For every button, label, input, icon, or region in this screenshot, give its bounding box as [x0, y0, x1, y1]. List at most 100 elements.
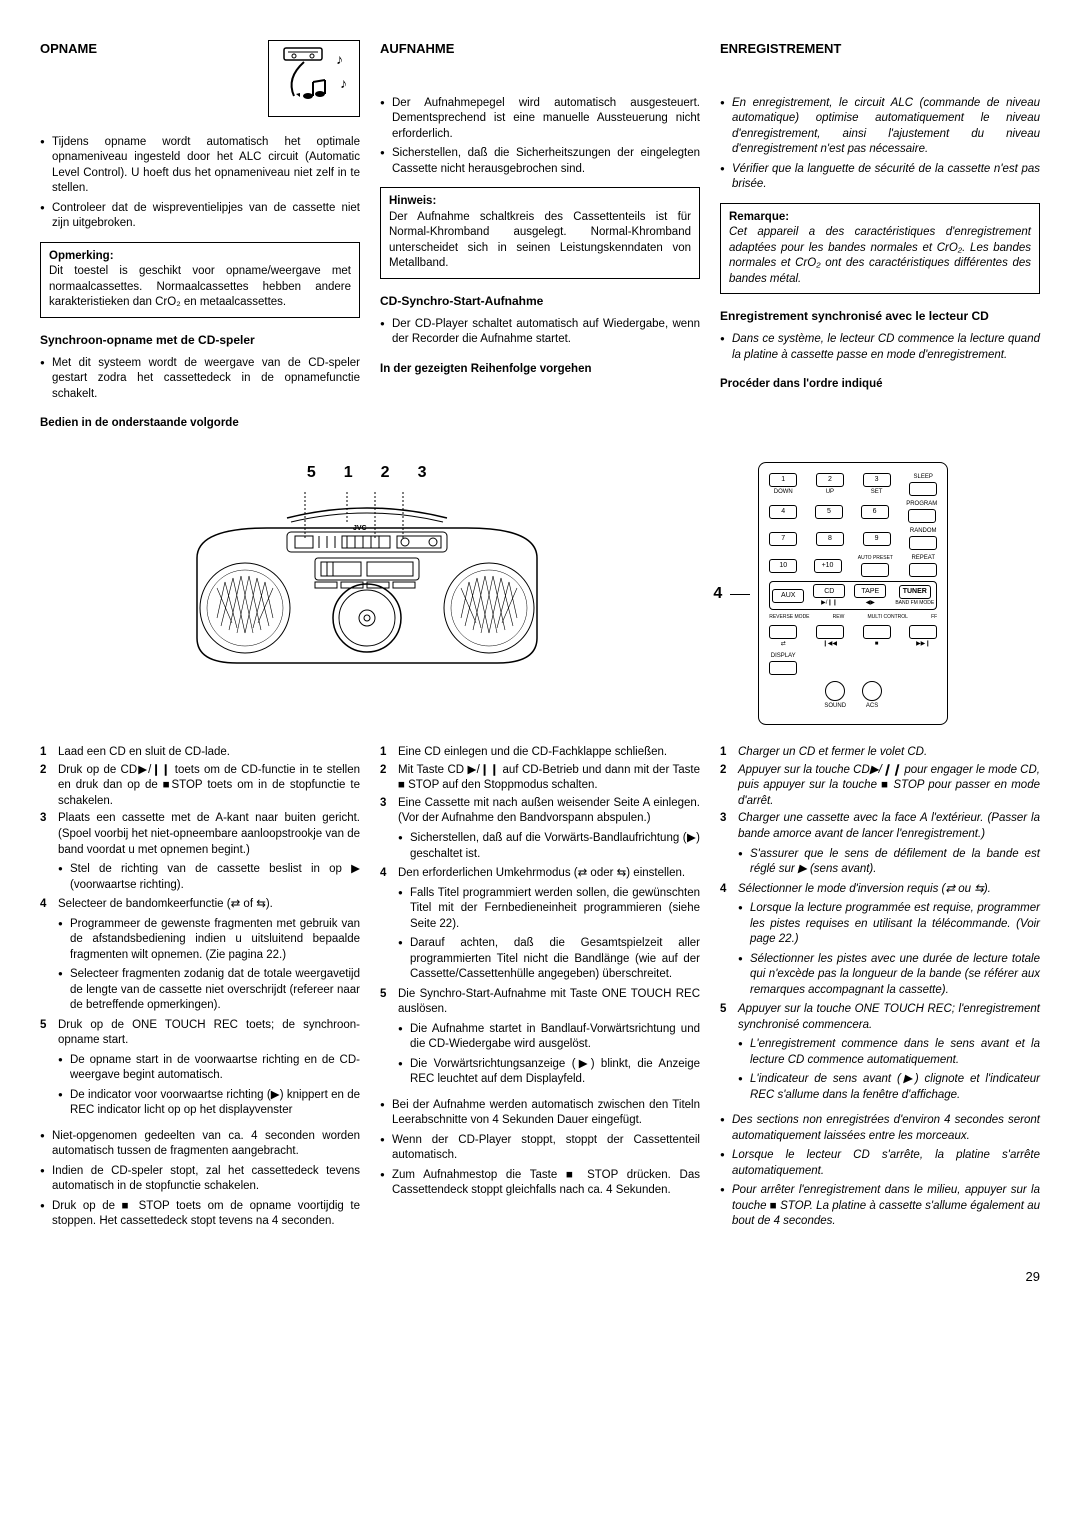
bullet: Controleer dat de wispreventielipjes van…: [40, 201, 360, 232]
remote-key: TAPE: [854, 584, 886, 598]
remote-key: 9: [863, 532, 891, 546]
hero-row: 5 1 2 3: [40, 462, 1040, 726]
sync-title-de: CD-Synchro-Start-Aufnahme: [380, 293, 700, 309]
hero-label: 1: [344, 462, 353, 484]
remote-key: +10: [814, 559, 842, 573]
remote-key: [909, 536, 937, 550]
bullet: Met dit systeem wordt de weergave van de…: [40, 356, 360, 403]
note-body: Cet appareil a des caractéristiques d'en…: [729, 226, 1031, 285]
note-box-de: Hinweis: Der Aufnahme schaltkreis des Ca…: [380, 187, 700, 279]
bullet: Druk op de ■ STOP toets om de opname voo…: [40, 1199, 360, 1230]
bullet: Dans ce système, le lecteur CD commence …: [720, 332, 1040, 363]
remote-key: [908, 509, 936, 523]
bullet: Pour arrêter l'enregistrement dans le mi…: [720, 1183, 1040, 1230]
remote-key: [769, 661, 797, 675]
remote-round: [825, 681, 845, 701]
remote-key: [769, 625, 797, 639]
bullet: Wenn der CD-Player stoppt, stoppt der Ca…: [380, 1133, 700, 1164]
step-text: Selecteer de bandomkeerfunctie (⇄ of ⇆).: [58, 898, 273, 910]
order-title-de: In der gezeigten Reihenfolge vorgehen: [380, 362, 700, 378]
steps-de: 1Eine CD einlegen und die CD-Fachklappe …: [380, 745, 700, 1237]
bullet: Des sections non enregistrées d'environ …: [720, 1113, 1040, 1144]
sub-bullet: Darauf achten, daß die Gesamtspielzeit a…: [398, 936, 700, 983]
title-de: AUFNAHME: [380, 40, 700, 58]
bullet: Lorsque le lecteur CD s'arrête, la plati…: [720, 1148, 1040, 1179]
step-text: Charger une cassette avec la face A l'ex…: [738, 812, 1040, 840]
remote-icon: 1DOWN 2UP 3SET SLEEP 4 5 6 PROGRAM 7 8 9…: [758, 462, 948, 726]
bullet: Der CD-Player schaltet automatisch auf W…: [380, 317, 700, 348]
steps-nl: 1Laad een CD en sluit de CD-lade. 2Druk …: [40, 745, 360, 1237]
step-text: Eine CD einlegen und die CD-Fachklappe s…: [398, 746, 667, 758]
step-text: Eine Cassette mit nach außen weisender S…: [398, 797, 700, 825]
remote-key: [909, 625, 937, 639]
step-text: Druk op de CD▶/❙❙ toets om de CD-functie…: [58, 764, 360, 807]
sub-bullet: De opname start in de voorwaartse richti…: [58, 1053, 360, 1084]
remote-key: 6: [861, 505, 889, 519]
title-fr: ENREGISTREMENT: [720, 40, 1040, 58]
step-text: Die Synchro-Start-Aufnahme mit Taste ONE…: [398, 988, 700, 1016]
remote-key: TUNER: [899, 585, 931, 599]
bullet: Sicherstellen, daß die Sicherheitszungen…: [380, 146, 700, 177]
bullet: Zum Aufnahmestop die Taste ■ STOP drücke…: [380, 1168, 700, 1199]
bullet: Bei der Aufnahme werden automatisch zwis…: [380, 1098, 700, 1129]
sub-bullet: Lorsque la lecture programmée est requis…: [738, 901, 1040, 948]
sub-bullet: Sélectionner les pistes avec une durée d…: [738, 952, 1040, 999]
note-title: Remarque:: [729, 211, 789, 223]
bullet: Der Aufnahmepegel wird automatisch ausge…: [380, 96, 700, 143]
hero-label: 5: [307, 462, 316, 484]
note-title: Hinweis:: [389, 195, 436, 207]
note-body: Der Aufnahme schaltkreis des Cassettente…: [389, 211, 691, 270]
sub-bullet: L'indicateur de sens avant (▶) clignote …: [738, 1072, 1040, 1103]
col-fr: ENREGISTREMENT En enregistrement, le cir…: [720, 40, 1040, 442]
step-text: Sélectionner le mode d'inversion requis …: [738, 883, 991, 895]
sub-bullet: De indicator voor voorwaartse richting (…: [58, 1088, 360, 1119]
order-title-nl: Bedien in de onderstaande volgorde: [40, 416, 360, 432]
intro-bullets-nl: Tijdens opname wordt automatisch het opt…: [40, 135, 360, 232]
remote-key: 3: [863, 473, 891, 487]
step-text: Laad een CD en sluit de CD-lade.: [58, 746, 230, 758]
sync-title-fr: Enregistrement synchronisé avec le lecte…: [720, 308, 1040, 324]
sub-bullet: Sicherstellen, daß auf die Vorwärts-Band…: [398, 831, 700, 862]
step-text: Appuyer sur la touche ONE TOUCH REC; l'e…: [738, 1003, 1040, 1031]
cassette-music-icon: ♪ ♪: [268, 40, 360, 117]
remote-key: 7: [769, 532, 797, 546]
boombox-icon: JVC: [177, 488, 557, 668]
hero-side-label: 4: [713, 583, 722, 605]
remote-round: [862, 681, 882, 701]
step-text: Mit Taste CD ▶/❙❙ auf CD-Betrieb und dan…: [398, 764, 700, 792]
sub-bullet: Selecteer fragmenten zodanig dat de tota…: [58, 967, 360, 1014]
sub-bullet: Die Aufnahme startet in Bandlauf-Vorwärt…: [398, 1022, 700, 1053]
svg-text:JVC: JVC: [353, 525, 367, 532]
col-nl: OPNAME ♪: [40, 40, 360, 442]
remote-key: 8: [816, 532, 844, 546]
svg-text:♪: ♪: [340, 75, 347, 91]
page-number: 29: [40, 1268, 1040, 1286]
step-text: Appuyer sur la touche CD▶/❙❙ pour engage…: [738, 764, 1040, 807]
note-box-nl: Opmerking: Dit toestel is geschikt voor …: [40, 242, 360, 318]
note-title: Opmerking:: [49, 250, 114, 262]
bullet: Niet-opgenomen gedeelten van ca. 4 secon…: [40, 1129, 360, 1160]
remote-key: AUX: [772, 589, 804, 603]
remote-key: 5: [815, 505, 843, 519]
bullet: Indien de CD-speler stopt, zal het casse…: [40, 1164, 360, 1195]
order-title-fr: Procéder dans l'ordre indiqué: [720, 377, 1040, 393]
remote-key: 1: [769, 473, 797, 487]
lower-columns: 1Laad een CD en sluit de CD-lade. 2Druk …: [40, 745, 1040, 1237]
bullet: Tijdens opname wordt automatisch het opt…: [40, 135, 360, 197]
remote-key: 4: [769, 505, 797, 519]
hero-label: 3: [418, 462, 427, 484]
step-text: Druk op de ONE TOUCH REC toets; de synch…: [58, 1019, 360, 1047]
step-text: Charger un CD et fermer le volet CD.: [738, 746, 927, 758]
note-box-fr: Remarque: Cet appareil a des caractérist…: [720, 203, 1040, 295]
top-row: OPNAME ♪: [40, 40, 1040, 442]
remote-key: [909, 563, 937, 577]
sub-bullet: Programmeer de gewenste fragmenten met g…: [58, 917, 360, 964]
remote-key: [861, 563, 889, 577]
sub-bullet: L'enregistrement commence dans le sens a…: [738, 1037, 1040, 1068]
remote-key: [816, 625, 844, 639]
step-text: Den erforderlichen Umkehrmodus (⇄ oder ⇆…: [398, 867, 685, 879]
remote-key: 2: [816, 473, 844, 487]
sub-bullet: Die Vorwärtsrichtungsanzeige (▶) blinkt,…: [398, 1057, 700, 1088]
note-body: Dit toestel is geschikt voor opname/weer…: [49, 265, 351, 308]
sub-bullet: S'assurer que le sens de défilement de l…: [738, 847, 1040, 878]
